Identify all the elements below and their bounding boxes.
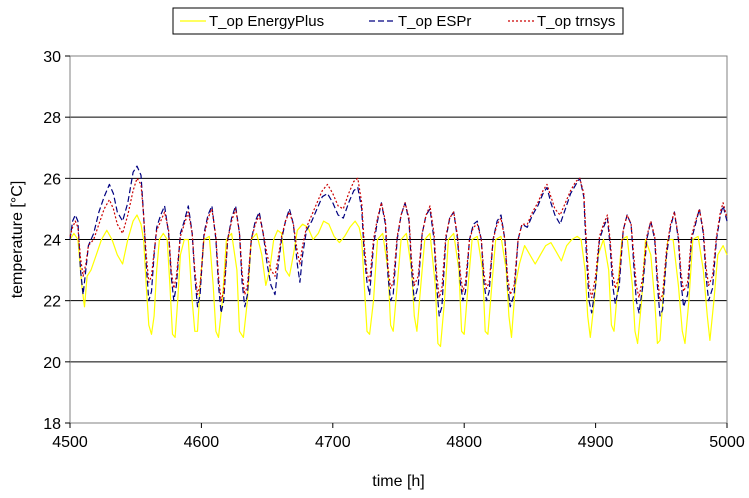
- x-tick-label: 5000: [709, 434, 745, 451]
- y-tick-label: 24: [43, 233, 61, 250]
- series-line-1: [69, 214, 728, 348]
- legend-label: T_op EnergyPlus: [209, 13, 324, 30]
- y-tick-label: 30: [43, 49, 61, 66]
- grid: [70, 55, 727, 424]
- legend-label: T_op trnsys: [537, 13, 615, 30]
- y-tick-label: 18: [43, 416, 61, 433]
- x-tick-label: 4700: [315, 434, 351, 451]
- legend-label: T_op ESPr: [398, 13, 471, 30]
- y-tick-label: 26: [43, 171, 61, 188]
- x-tick-label: 4900: [578, 434, 614, 451]
- series-layer: [69, 165, 728, 348]
- x-axis-ticks: 4500 4600 4700 4800 4900 5000: [52, 423, 745, 451]
- x-tick-label: 4800: [446, 434, 482, 451]
- y-axis-label: temperature [°C]: [9, 181, 26, 299]
- series-line-2: [69, 165, 728, 317]
- x-tick-label: 4600: [184, 434, 220, 451]
- legend: T_op EnergyPlus T_op ESPr T_op trnsys: [172, 7, 624, 35]
- series-line-3: [69, 177, 728, 302]
- y-tick-label: 28: [43, 110, 61, 127]
- x-axis-label: time [h]: [372, 473, 424, 490]
- y-tick-label: 22: [43, 294, 61, 311]
- y-tick-label: 20: [43, 355, 61, 372]
- legend-box: [172, 7, 624, 35]
- x-tick-label: 4500: [52, 434, 88, 451]
- y-axis-ticks: 18 20 22 24 26 28 30: [43, 49, 70, 433]
